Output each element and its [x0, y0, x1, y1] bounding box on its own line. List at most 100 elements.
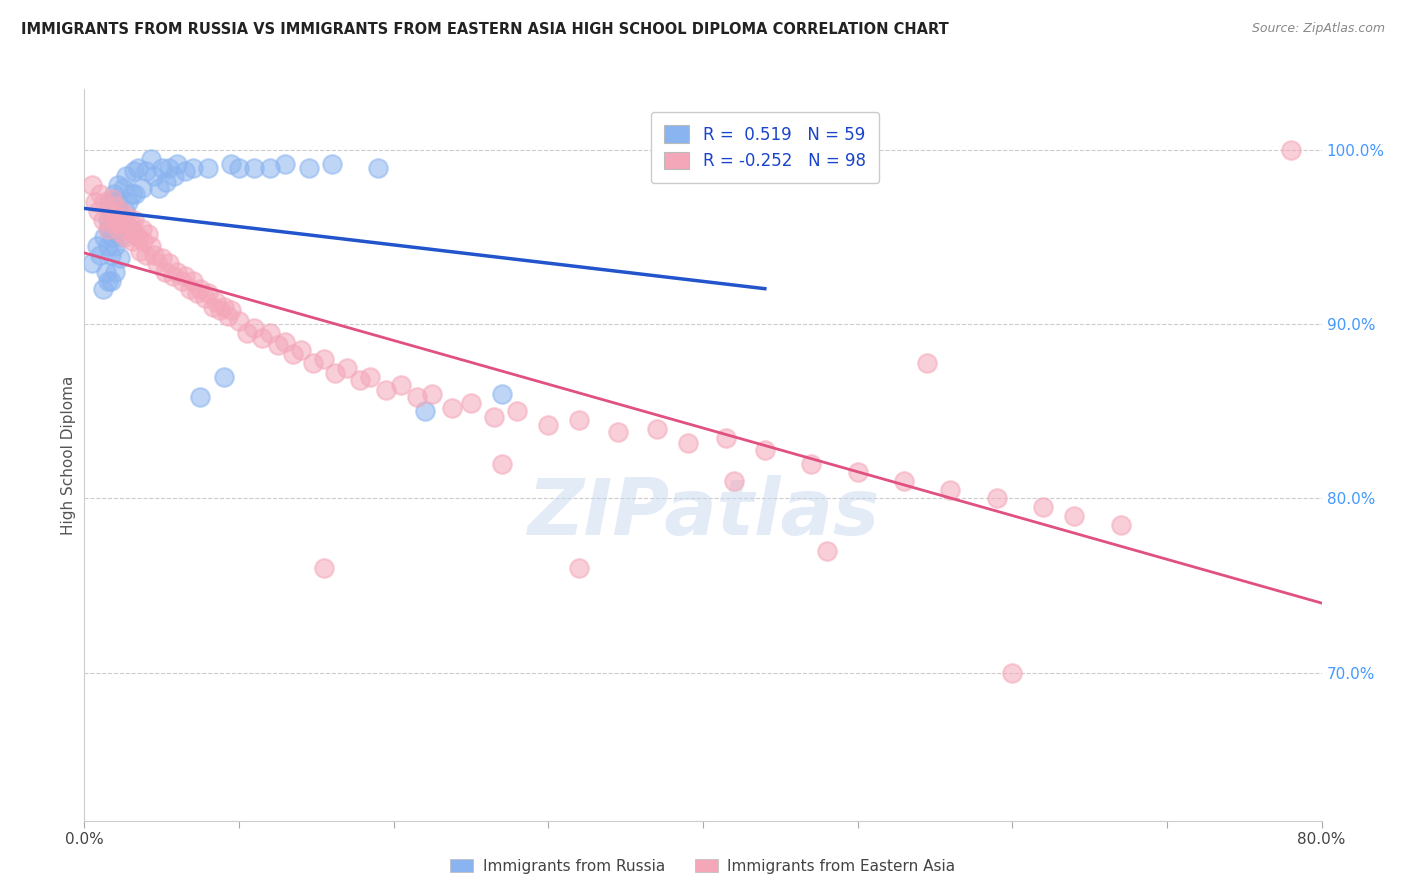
Point — [163, 169, 186, 184]
Point — [607, 425, 630, 440]
Point — [104, 239, 127, 253]
Point — [221, 157, 243, 171]
Point — [120, 221, 142, 235]
Point — [93, 195, 115, 210]
Point — [274, 334, 297, 349]
Point — [917, 356, 939, 370]
Y-axis label: High School Diploma: High School Diploma — [60, 376, 76, 534]
Point — [166, 265, 188, 279]
Point — [112, 181, 135, 195]
Point — [103, 186, 125, 201]
Point — [537, 418, 560, 433]
Point — [155, 174, 177, 188]
Point — [179, 283, 201, 297]
Point — [105, 195, 128, 210]
Point — [159, 256, 181, 270]
Point — [82, 256, 104, 270]
Point — [112, 216, 135, 230]
Text: IMMIGRANTS FROM RUSSIA VS IMMIGRANTS FROM EASTERN ASIA HIGH SCHOOL DIPLOMA CORRE: IMMIGRANTS FROM RUSSIA VS IMMIGRANTS FRO… — [21, 22, 949, 37]
Point — [506, 404, 529, 418]
Point — [103, 210, 125, 224]
Point — [209, 303, 232, 318]
Point — [181, 161, 204, 175]
Point — [349, 373, 371, 387]
Point — [375, 384, 398, 398]
Point — [236, 326, 259, 340]
Point — [100, 274, 122, 288]
Point — [314, 561, 336, 575]
Point — [259, 326, 281, 340]
Point — [201, 300, 224, 314]
Point — [1279, 143, 1302, 157]
Point — [754, 442, 776, 457]
Point — [460, 395, 482, 409]
Point — [228, 314, 250, 328]
Point — [122, 212, 145, 227]
Point — [86, 239, 108, 253]
Point — [98, 204, 121, 219]
Point — [197, 285, 219, 300]
Point — [97, 212, 120, 227]
Point — [146, 256, 169, 270]
Point — [105, 216, 128, 230]
Point — [800, 457, 823, 471]
Point — [148, 181, 170, 195]
Point — [188, 391, 212, 405]
Point — [82, 178, 104, 192]
Point — [121, 186, 143, 201]
Point — [107, 212, 129, 227]
Point — [110, 204, 132, 219]
Point — [101, 192, 124, 206]
Point — [105, 216, 128, 230]
Point — [139, 152, 162, 166]
Point — [1109, 517, 1132, 532]
Point — [97, 221, 120, 235]
Point — [89, 247, 111, 261]
Point — [108, 225, 131, 239]
Point — [441, 401, 464, 415]
Point — [1001, 665, 1024, 680]
Point — [336, 360, 359, 375]
Point — [128, 230, 150, 244]
Point — [104, 199, 127, 213]
Point — [162, 268, 184, 283]
Point — [114, 230, 136, 244]
Point — [100, 216, 122, 230]
Point — [135, 164, 157, 178]
Point — [131, 221, 153, 235]
Point — [103, 212, 125, 227]
Point — [97, 274, 120, 288]
Point — [98, 195, 121, 210]
Point — [360, 369, 382, 384]
Text: Source: ZipAtlas.com: Source: ZipAtlas.com — [1251, 22, 1385, 36]
Point — [267, 338, 290, 352]
Point — [197, 161, 219, 175]
Point — [422, 387, 444, 401]
Point — [221, 303, 243, 318]
Point — [131, 181, 153, 195]
Point — [676, 435, 699, 450]
Point — [252, 331, 274, 345]
Point — [128, 161, 150, 175]
Point — [87, 204, 110, 219]
Point — [115, 210, 138, 224]
Point — [89, 186, 111, 201]
Point — [314, 352, 336, 367]
Point — [94, 265, 117, 279]
Point — [107, 178, 129, 192]
Point — [243, 161, 266, 175]
Point — [129, 244, 152, 259]
Point — [259, 161, 281, 175]
Point — [205, 294, 228, 309]
Point — [108, 251, 131, 265]
Point — [104, 265, 127, 279]
Point — [121, 234, 143, 248]
Text: ZIPatlas: ZIPatlas — [527, 475, 879, 551]
Point — [132, 234, 155, 248]
Point — [143, 247, 166, 261]
Point — [107, 204, 129, 219]
Point — [188, 283, 212, 297]
Point — [159, 161, 181, 175]
Point — [174, 268, 197, 283]
Legend: R =  0.519   N = 59, R = -0.252   N = 98: R = 0.519 N = 59, R = -0.252 N = 98 — [651, 112, 879, 184]
